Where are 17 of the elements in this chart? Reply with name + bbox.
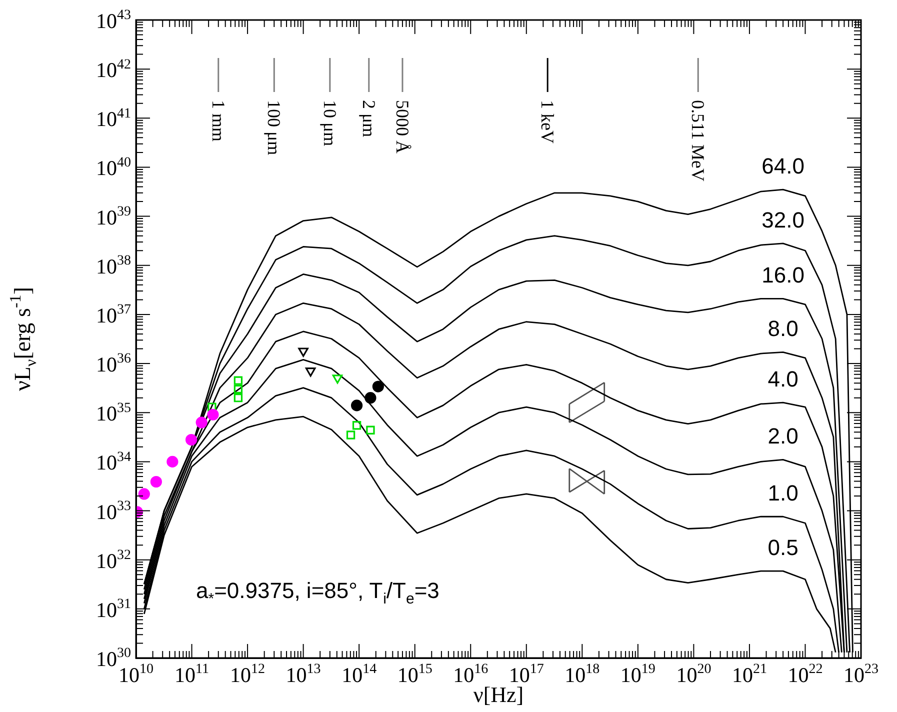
y-axis-title: νLν[erg s-1] xyxy=(7,286,40,391)
series-label: 1.0 xyxy=(768,480,798,506)
series-label: 4.0 xyxy=(768,366,798,392)
ref-line-label: 1 keV xyxy=(538,100,558,144)
ref-line-label: 0.511 MeV xyxy=(688,100,708,182)
x-axis-title: ν[Hz] xyxy=(473,682,524,707)
legend-label: 32.0 xyxy=(762,207,804,232)
ref-line-label: 100 μm xyxy=(264,100,284,156)
ref-line-label: 10 μm xyxy=(320,100,340,146)
legend-label: 64.0 xyxy=(762,154,804,179)
ref-line-label: 2 μm xyxy=(358,100,379,138)
legend-label: 0.5 xyxy=(768,535,798,560)
legend-label: 8.0 xyxy=(768,316,798,342)
ref-line-label: 5000 Å xyxy=(392,100,412,154)
legend-label: 16.0 xyxy=(762,262,804,288)
ref-line-label: 1 mm xyxy=(208,100,228,142)
series-label: 2.0 xyxy=(768,424,798,449)
